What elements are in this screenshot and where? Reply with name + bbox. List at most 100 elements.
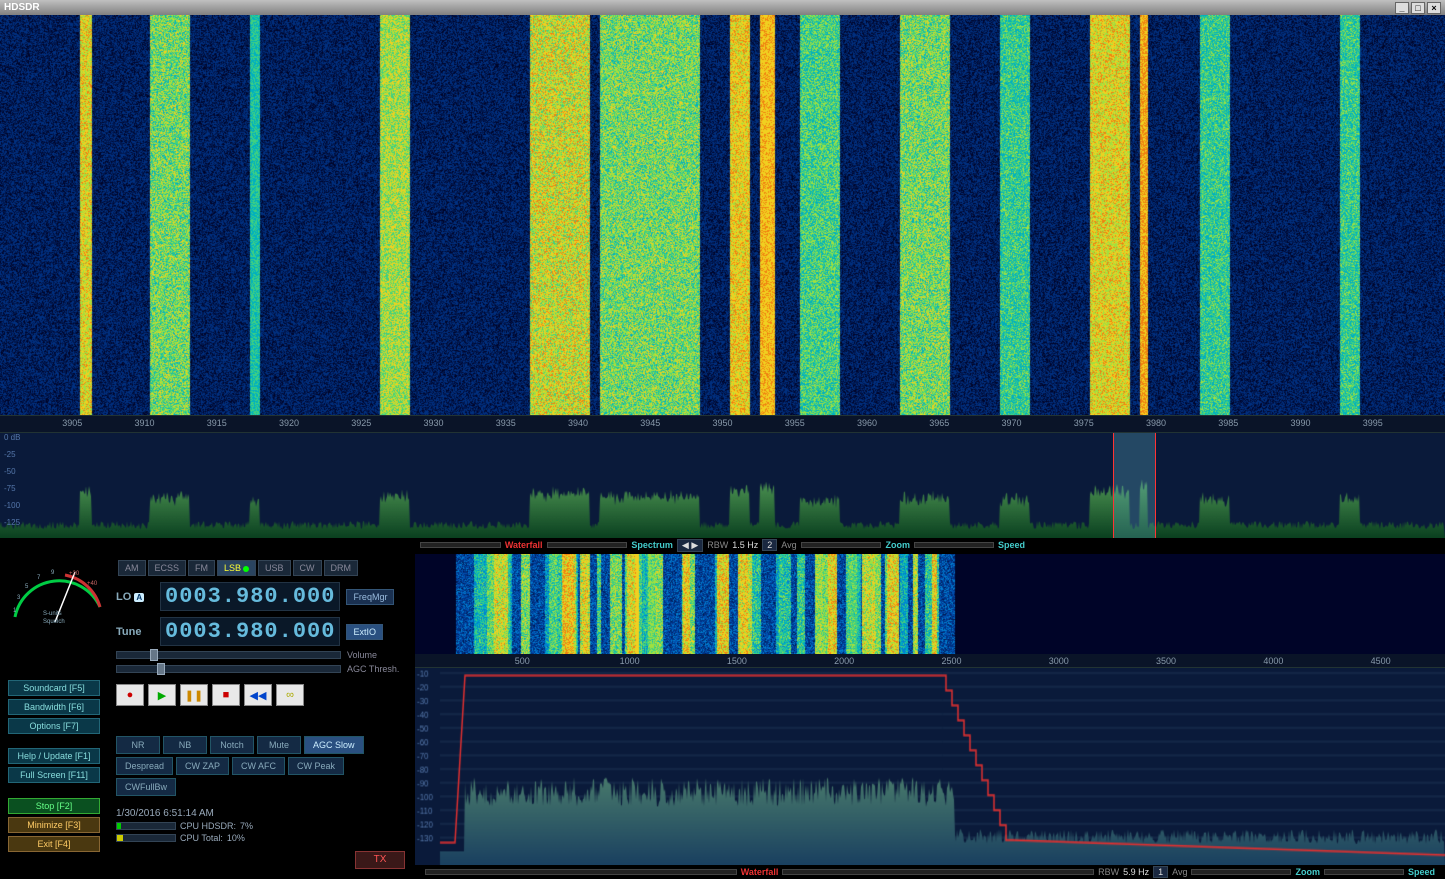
tune-frequency-row: Tune 0003.980.000 ExtIO [116,617,407,646]
dsp-controls: NRNBNotchMuteAGC Slow DespreadCW ZAPCW AF… [116,736,396,796]
audio-freq-tick: 1500 [727,656,747,666]
agc-threshold-slider[interactable] [116,665,341,673]
tune-label: Tune [116,626,154,638]
freq-tick: 3910 [134,418,154,428]
svg-text:Squelch: Squelch [43,619,65,625]
audio-freq-tick: 3000 [1049,656,1069,666]
freq-tick: 3960 [857,418,877,428]
lo-frequency-display[interactable]: 0003.980.000 [160,582,340,611]
dsp-cw-zap-button[interactable]: CW ZAP [176,757,229,775]
audio-zoom-label: Zoom [1295,867,1320,877]
freq-tick: 3985 [1218,418,1238,428]
svg-text:S-units: S-units [43,611,62,617]
dsp-agc-slow-button[interactable]: AGC Slow [304,736,364,754]
mode-ecss-button[interactable]: ECSS [148,560,187,576]
minimize-icon[interactable]: _ [1395,2,1409,14]
audio-freq-tick: 4000 [1263,656,1283,666]
rf-spectrum[interactable]: 0 dB-25-50-75-100-125 [0,433,1445,538]
maximize-icon[interactable]: □ [1411,2,1425,14]
zoom-slider[interactable] [801,542,882,548]
freq-tick: 3995 [1363,418,1383,428]
freqmgr-button[interactable]: FreqMgr [346,589,394,605]
audio-zoom-slider[interactable] [1191,869,1291,875]
loop-button[interactable]: ∞ [276,684,304,706]
mode-lsb-button[interactable]: LSB [217,560,256,576]
tune-frequency-display[interactable]: 0003.980.000 [160,617,340,646]
s-meter: 1 3 5 7 9 +20 +40 S-units Squelch [5,557,107,627]
freq-tick: 3935 [496,418,516,428]
dsp-despread-button[interactable]: Despread [116,757,173,775]
minimize-button[interactable]: Minimize [F3] [8,817,100,833]
freq-tick: 3925 [351,418,371,428]
audio-frequency-ruler[interactable]: 50010001500200025003000350040004500 [415,654,1445,668]
audio-spectrum[interactable] [415,668,1445,865]
audio-freq-tick: 500 [515,656,530,666]
exit-button[interactable]: Exit [F4] [8,836,100,852]
window-title: HDSDR [4,2,40,13]
audio-rbw-label: RBW [1098,867,1119,877]
freq-tick: 3970 [1001,418,1021,428]
mode-cw-button[interactable]: CW [293,560,322,576]
freq-tick: 3905 [62,418,82,428]
mode-am-button[interactable]: AM [118,560,146,576]
mode-drm-button[interactable]: DRM [324,560,359,576]
pause-button[interactable]: ❚❚ [180,684,208,706]
mode-fm-button[interactable]: FM [188,560,215,576]
soundcard-button[interactable]: Soundcard [F5] [8,680,100,696]
rewind-button[interactable]: ◀◀ [244,684,272,706]
close-icon[interactable]: × [1427,2,1441,14]
dsp-nb-button[interactable]: NB [163,736,207,754]
audio-waterfall-brightness-slider[interactable] [782,869,1094,875]
audio-speed-slider[interactable] [1324,869,1404,875]
db-tick: -75 [4,484,16,493]
freq-tick: 3950 [712,418,732,428]
help-button[interactable]: Help / Update [F1] [8,748,100,764]
extio-button[interactable]: ExtIO [346,624,383,640]
volume-label: Volume [347,650,407,660]
speed-slider[interactable] [914,542,994,548]
svg-text:9: 9 [51,570,55,576]
audio-waterfall-contrast-slider[interactable] [425,869,737,875]
options-button[interactable]: Options [F7] [8,718,100,734]
waterfall-contrast-slider[interactable] [420,542,501,548]
waterfall-brightness-slider[interactable] [547,542,628,548]
audio-freq-tick: 4500 [1371,656,1391,666]
rf-waterfall[interactable] [0,15,1445,415]
audio-freq-tick: 1000 [620,656,640,666]
mode-usb-button[interactable]: USB [258,560,291,576]
freq-tick: 3920 [279,418,299,428]
tx-button[interactable]: TX [355,851,405,869]
dsp-cw-peak-button[interactable]: CW Peak [288,757,344,775]
freq-tick: 3975 [1074,418,1094,428]
audio-avg-label: Avg [1172,867,1187,877]
play-button[interactable]: ▶ [148,684,176,706]
datetime-display: 1/30/2016 6:51:14 AM [116,808,407,819]
lo-frequency-row: LO A 0003.980.000 FreqMgr [116,582,407,611]
audio-waterfall[interactable] [415,554,1445,654]
audio-speed-label: Speed [1408,867,1435,877]
dsp-cwfullbw-button[interactable]: CWFullBw [116,778,176,796]
db-tick: -50 [4,467,16,476]
record-button[interactable]: ● [116,684,144,706]
cpu-total-bar [116,834,176,842]
cpu-hdsdr-bar [116,822,176,830]
dsp-notch-button[interactable]: Notch [210,736,254,754]
audio-panel: 50010001500200025003000350040004500 Wate… [415,552,1445,879]
agc-label: AGC Thresh. [347,664,407,674]
stop-button[interactable]: ■ [212,684,240,706]
bandwidth-button[interactable]: Bandwidth [F6] [8,699,100,715]
svg-text:5: 5 [25,584,29,590]
freq-tick: 3955 [785,418,805,428]
start-stop-button[interactable]: Stop [F2] [8,798,100,814]
rf-frequency-ruler[interactable]: 3905391039153920392539303935394039453950… [0,415,1445,433]
audio-avg-value[interactable]: 1 [1153,866,1168,878]
dsp-nr-button[interactable]: NR [116,736,160,754]
dsp-cw-afc-button[interactable]: CW AFC [232,757,285,775]
svg-text:7: 7 [37,575,41,581]
dsp-mute-button[interactable]: Mute [257,736,301,754]
fullscreen-button[interactable]: Full Screen [F11] [8,767,100,783]
volume-slider[interactable] [116,651,341,659]
rf-passband-marker[interactable] [1113,433,1156,538]
window-titlebar[interactable]: HDSDR _ □ × [0,0,1445,15]
cpu-total-value: 10% [227,833,245,843]
